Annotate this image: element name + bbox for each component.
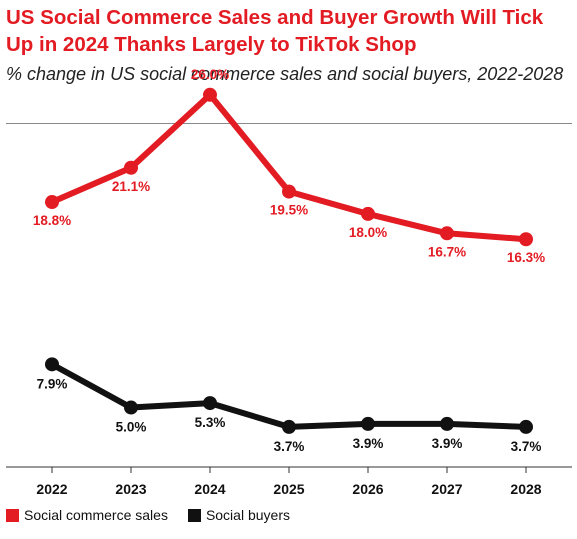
data-point-social-buyers-2024	[203, 396, 217, 411]
data-label-social-buyers-2027: 3.9%	[432, 436, 463, 451]
data-point-social-buyers-2022	[45, 357, 59, 372]
header-divider	[6, 123, 572, 124]
chart-title: US Social Commerce Sales and Buyer Growt…	[6, 6, 544, 56]
data-label-social-buyers-2028: 3.7%	[511, 439, 542, 454]
legend-label-social-buyers: Social buyers	[205, 507, 290, 523]
data-point-social-commerce-sales-2025	[282, 184, 296, 199]
x-tick-label-2023: 2023	[115, 481, 146, 497]
data-point-social-commerce-sales-2023	[124, 160, 138, 175]
data-point-social-commerce-sales-2028	[519, 232, 533, 247]
x-tick-label-2022: 2022	[36, 481, 67, 497]
legend-item-social-commerce-sales: Social commerce sales	[6, 507, 168, 523]
data-point-social-buyers-2025	[282, 419, 296, 434]
data-point-social-commerce-sales-2027	[440, 226, 454, 241]
data-label-social-buyers-2024: 5.3%	[195, 415, 226, 430]
data-point-social-buyers-2026	[361, 416, 375, 431]
data-label-social-buyers-2022: 7.9%	[37, 376, 68, 391]
line-chart: 2022 2023 2024 2025 2026 2027 2028 18.8% 21.1% 26…	[6, 67, 572, 497]
legend-swatch-social-commerce-sales	[6, 508, 19, 522]
data-point-social-buyers-2023	[124, 400, 138, 415]
x-tick-label-2028: 2028	[510, 481, 541, 497]
x-tick-label-2024: 2024	[194, 481, 225, 497]
data-point-social-buyers-2027	[440, 416, 454, 431]
legend-swatch-social-buyers	[187, 508, 201, 522]
data-label-social-buyers-2026: 3.9%	[353, 436, 384, 451]
data-label-social-commerce-sales-2023: 21.1%	[112, 179, 150, 194]
x-tick-label-2025: 2025	[273, 481, 304, 497]
data-label-social-commerce-sales-2022: 18.8%	[33, 213, 71, 228]
data-point-social-buyers-2028	[519, 419, 533, 434]
data-point-social-commerce-sales-2022	[45, 195, 59, 210]
data-label-social-commerce-sales-2027: 16.7%	[428, 244, 466, 259]
data-label-social-commerce-sales-2024: 26.0%	[191, 67, 229, 82]
x-tick-label-2027: 2027	[431, 481, 462, 497]
data-label-social-buyers-2025: 3.7%	[274, 439, 305, 454]
data-label-social-commerce-sales-2025: 19.5%	[270, 203, 308, 218]
data-label-social-commerce-sales-2028: 16.3%	[507, 250, 545, 265]
x-tick-label-2026: 2026	[352, 481, 383, 497]
legend-item-social-buyers: Social buyers	[187, 507, 290, 523]
data-point-social-commerce-sales-2024	[203, 87, 217, 102]
data-label-social-commerce-sales-2026: 18.0%	[349, 225, 387, 240]
legend-label-social-commerce-sales: Social commerce sales	[24, 507, 168, 523]
data-point-social-commerce-sales-2026	[361, 206, 375, 221]
data-label-social-buyers-2023: 5.0%	[116, 420, 147, 435]
legend: Social commerce sales Social buyers	[6, 507, 310, 523]
chart-subtitle: % change in US social commerce sales and…	[6, 64, 564, 84]
series-line-social-buyers	[49, 361, 529, 430]
